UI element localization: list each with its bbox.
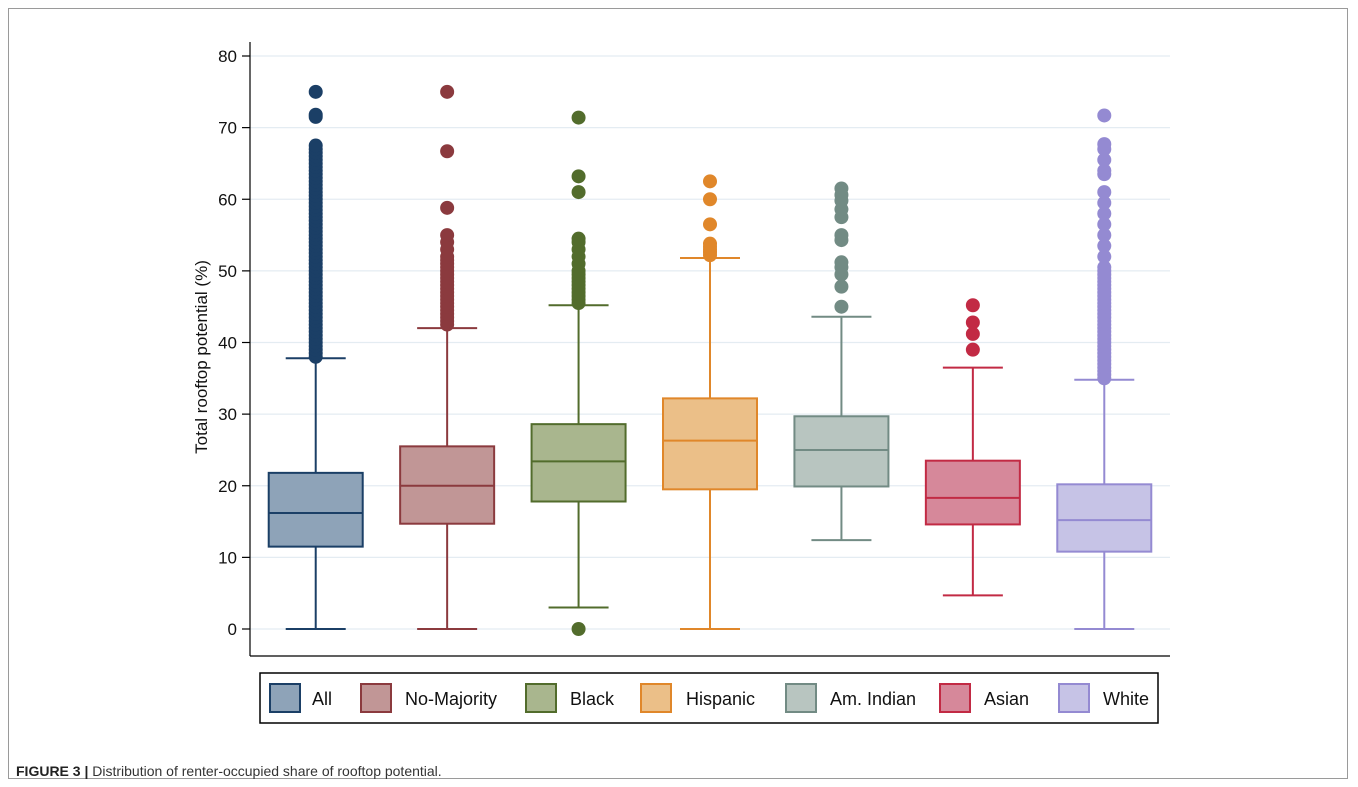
iqr-box: [793, 415, 890, 488]
outlier-point: [1097, 228, 1112, 243]
legend-swatch: [525, 683, 557, 713]
outlier-point: [1097, 206, 1112, 221]
figure-caption: FIGURE 3 | Distribution of renter-occupi…: [16, 763, 442, 779]
legend-swatch: [785, 683, 817, 713]
outlier-point: [1097, 108, 1112, 123]
outlier-point: [308, 138, 323, 153]
y-tick-label: 60: [218, 190, 237, 209]
legend-label: White: [1103, 689, 1149, 709]
legend-label: Asian: [984, 689, 1029, 709]
iqr-box: [924, 459, 1021, 526]
outlier-point: [834, 299, 849, 314]
outlier-point: [1097, 238, 1112, 253]
outlier-point: [440, 228, 455, 243]
box-black: [530, 110, 627, 636]
outlier-point: [1097, 137, 1112, 152]
outlier-point: [308, 107, 323, 122]
outlier-point: [834, 181, 849, 196]
outlier-point: [703, 217, 717, 232]
outlier-point: [965, 315, 980, 330]
box-hispanic: [662, 174, 758, 630]
legend-item: Asian: [939, 683, 1029, 713]
outlier-point: [965, 298, 980, 313]
outlier-point: [571, 185, 586, 200]
y-tick-label: 80: [218, 47, 237, 66]
y-tick-label: 50: [218, 262, 237, 281]
y-tick-label: 70: [218, 119, 237, 138]
y-axis: 0 10 20 30 40 50 60 70 80: [218, 42, 1170, 657]
iqr-box: [267, 471, 364, 548]
legend-swatch: [360, 683, 392, 713]
outlier-point: [1097, 217, 1112, 232]
y-tick-label: 20: [218, 477, 237, 496]
figure-caption-text: Distribution of renter-occupied share of…: [92, 763, 442, 779]
box-all: [267, 84, 364, 630]
legend-label: No-Majority: [405, 689, 497, 709]
legend-item: Black: [525, 683, 615, 713]
legend-item: All: [269, 683, 332, 713]
outlier-point: [834, 255, 849, 270]
box-asian: [924, 298, 1021, 597]
outlier-point: [440, 144, 455, 159]
box-am-indian: [793, 181, 890, 542]
y-tick-label: 0: [228, 620, 237, 639]
y-axis-label: Total rooftop potential (%): [192, 260, 211, 454]
outlier-point: [965, 342, 980, 357]
legend-box: [259, 672, 1159, 724]
legend-item: Am. Indian: [785, 683, 916, 713]
outlier-point: [834, 228, 849, 243]
outlier-point: [308, 84, 323, 99]
outlier-point: [571, 110, 586, 125]
y-tick-label: 30: [218, 405, 237, 424]
y-tick-label: 40: [218, 334, 237, 353]
figure-frame: [8, 8, 1348, 779]
legend-item: No-Majority: [360, 683, 497, 713]
legend-item: Hispanic: [640, 683, 755, 713]
box-series-group: [267, 84, 1153, 636]
outlier-point: [440, 200, 455, 215]
legend: All No-Majority Black Hispanic Am. Indian Asi…: [259, 672, 1159, 724]
outlier-point: [703, 236, 717, 251]
boxplot-chart: 0 10 20 30 40 50 60 70 80 Total rooftop potentia…: [192, 42, 1170, 724]
outlier-point: [440, 84, 455, 99]
outlier-point: [1097, 152, 1112, 167]
outlier-point: [1097, 195, 1112, 210]
legend-item: White: [1058, 683, 1149, 713]
legend-label: Black: [570, 689, 615, 709]
outlier-point: [571, 231, 586, 246]
outlier-point: [1097, 260, 1112, 275]
box-white: [1056, 108, 1153, 630]
iqr-box: [530, 423, 627, 503]
outlier-point: [965, 326, 980, 341]
iqr-box: [662, 397, 758, 491]
box-no-majority: [399, 84, 496, 630]
legend-label: Hispanic: [686, 689, 755, 709]
legend-swatch: [939, 683, 971, 713]
legend-label: Am. Indian: [830, 689, 916, 709]
figure-caption-label: FIGURE 3 |: [16, 763, 89, 779]
outlier-point: [703, 174, 717, 189]
legend-swatch: [1058, 683, 1090, 713]
legend-swatch: [640, 683, 672, 713]
outlier-point: [1097, 163, 1112, 178]
outlier-point: [1097, 249, 1112, 264]
iqr-box: [1056, 483, 1153, 553]
y-tick-label: 10: [218, 548, 237, 567]
outlier-point: [703, 192, 717, 207]
outlier-point: [571, 622, 586, 636]
outlier-point: [834, 279, 849, 294]
legend-label: All: [312, 689, 332, 709]
outlier-point: [1097, 185, 1112, 200]
outlier-point: [571, 169, 586, 184]
legend-swatch: [269, 683, 301, 713]
